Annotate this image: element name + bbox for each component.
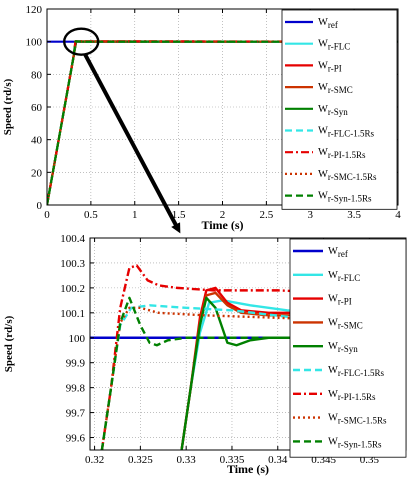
x-axis-label: Time (s) [201, 218, 243, 232]
legend-entry: Wr-SMC-1.5Rs [328, 413, 387, 426]
x-tick-label: 0.32 [85, 454, 104, 466]
y-tick-label: 99.8 [66, 383, 86, 395]
y-tick-label: 100.1 [60, 308, 85, 320]
legend-entry: Wr-SMC [318, 82, 353, 95]
legend-entry: Wr-SMC [328, 317, 363, 330]
legend-entry: Wr-FLC-1.5Rs [328, 365, 384, 378]
x-tick-label: 0.33 [177, 454, 197, 466]
y-tick-label: 20 [31, 167, 43, 179]
y-axis-label: Speed (rd/s) [2, 78, 14, 135]
legend-entry: Wr-PI-1.5Rs [318, 147, 366, 160]
legend-entry: Wref [328, 246, 348, 259]
series-line-r-PI-1.5Rs [100, 264, 406, 450]
series-group [90, 264, 406, 450]
legend-entry: Wr-Syn-1.5Rs [328, 436, 382, 449]
y-axis-label: Speed (rd/s) [3, 315, 15, 372]
legend-entry: Wr-Syn [318, 104, 348, 117]
y-tick-label: 100 [69, 333, 86, 345]
y-tick-label: 100.3 [60, 258, 85, 270]
x-tick-label: 0.335 [220, 454, 245, 466]
y-tick-label: 100.2 [60, 283, 85, 295]
y-tick-label: 99.6 [66, 433, 86, 445]
y-tick-label: 60 [31, 102, 43, 114]
x-tick-label: 0.325 [128, 454, 153, 466]
x-tick-label: 3.5 [347, 209, 361, 221]
x-tick-label: 4 [395, 209, 401, 221]
zoom-arrow [83, 53, 181, 234]
legend-entry: Wr-FLC-1.5Rs [318, 126, 374, 139]
y-tick-label: 0 [37, 200, 43, 212]
legend-entry: Wr-Syn-1.5Rs [318, 191, 372, 204]
zoom-annotation [63, 27, 181, 234]
zoom-circle [63, 27, 100, 56]
legend-entry: Wr-Syn [328, 341, 358, 354]
legend: Wref Wr-FLC Wr-PI Wr-SMC Wr-Syn Wr-FLC-1.5Rs W… [281, 9, 398, 210]
x-tick-label: 0 [44, 209, 50, 221]
x-tick-label: 1.5 [172, 209, 186, 221]
y-tick-label: 80 [31, 69, 43, 81]
legend-entry: Wr-FLC [318, 39, 350, 52]
legend: Wref Wr-FLC Wr-PI Wr-SMC Wr-Syn Wr-FLC-1.5Rs W… [289, 238, 407, 458]
x-axis-label: Time (s) [227, 462, 269, 476]
legend-entry: Wr-SMC-1.5Rs [318, 169, 377, 182]
y-tick-label: 100.4 [60, 233, 85, 245]
series-line-r-Syn-1.5Rs [47, 40, 398, 205]
legend-entry: Wr-FLC [328, 270, 360, 283]
legend-entry: Wr-PI [328, 294, 352, 307]
x-tick-label: 0.5 [84, 209, 98, 221]
series-line-r-Syn [180, 296, 406, 450]
legend-entry: Wref [318, 17, 338, 30]
x-tick-label: 0.34 [268, 454, 288, 466]
x-tick-label: 1 [132, 209, 138, 221]
y-tick-label: 99.9 [66, 358, 86, 370]
zoom-chart: 0.32 0.325 0.33 0.335 0.34 0.345 0.3599.699.79… [3, 233, 407, 476]
x-tick-label: 2.5 [260, 209, 274, 221]
y-tick-label: 99.7 [66, 408, 86, 420]
series-line-r-Syn-1.5Rs [100, 296, 406, 450]
legend-entry: Wr-PI [318, 60, 342, 73]
series-group [47, 40, 398, 205]
legend-entry: Wr-PI-1.5Rs [328, 389, 376, 402]
x-tick-label: 3 [308, 209, 314, 221]
y-tick-label: 120 [26, 4, 43, 16]
x-tick-label: 2 [220, 209, 226, 221]
y-tick-label: 40 [31, 135, 43, 147]
y-tick-label: 100 [26, 37, 43, 49]
